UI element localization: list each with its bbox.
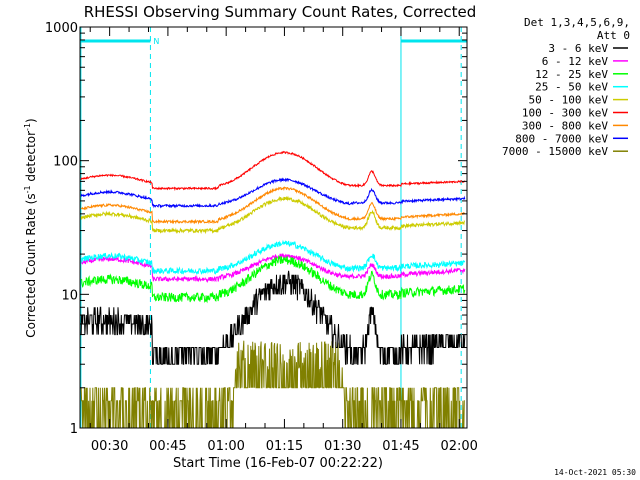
legend-label-7: 800 - 7000 keV [515,132,608,145]
axes: 1 10 100 1000 00:30 00:45 01:00 01:15 01:30 01:45… [45,21,478,454]
series-line-2 [80,254,466,304]
x-tick-label: 01:30 [324,439,361,454]
y-tick-label: 1000 [45,21,78,36]
legend-label-2: 12 - 25 keV [535,68,608,81]
legend-label-6: 300 - 800 keV [522,119,608,132]
legend-header-detectors: Det 1,3,4,5,6,9, [524,16,630,29]
x-tick-label: 01:00 [207,439,244,454]
y-tick-label: 1 [70,422,78,437]
legend-label-8: 7000 - 15000 keV [502,145,608,158]
plot-area: N [80,27,467,429]
series-line-6 [80,186,466,225]
x-tick-label: 02:00 [440,439,477,454]
legend-label-1: 6 - 12 keV [542,55,609,68]
generated-timestamp: 14-Oct-2021 05:30 [554,468,636,477]
x-tick-label: 00:45 [149,439,186,454]
legend-label-5: 100 - 300 keV [522,107,608,120]
saa-marker-label: N [153,37,159,46]
x-tick-label: 00:30 [91,439,128,454]
y-axis-label: Corrected Count Rate (s-1 detector-1) [23,118,38,337]
y-tick-label: 10 [61,288,78,303]
legend-header-attenuator: Att 0 [597,29,630,42]
x-tick-label: 01:15 [266,439,303,454]
chart-title: RHESSI Observing Summary Count Rates, Co… [84,3,477,21]
x-axis-label: Start Time (16-Feb-07 00:22:22) [173,456,383,471]
series-line-1 [80,253,466,284]
x-tick-label: 01:45 [382,439,419,454]
series-line-5 [80,150,466,192]
legend-label-3: 25 - 50 keV [535,81,608,94]
y-tick-label: 100 [53,155,78,170]
series-line-0 [80,270,466,365]
legend-label-0: 3 - 6 keV [548,42,608,55]
series-line-7 [80,177,466,209]
plot-frame [79,26,468,429]
legend-label-4: 50 - 100 keV [529,94,609,107]
series-line-3 [80,239,466,276]
series-line-4 [80,195,466,235]
